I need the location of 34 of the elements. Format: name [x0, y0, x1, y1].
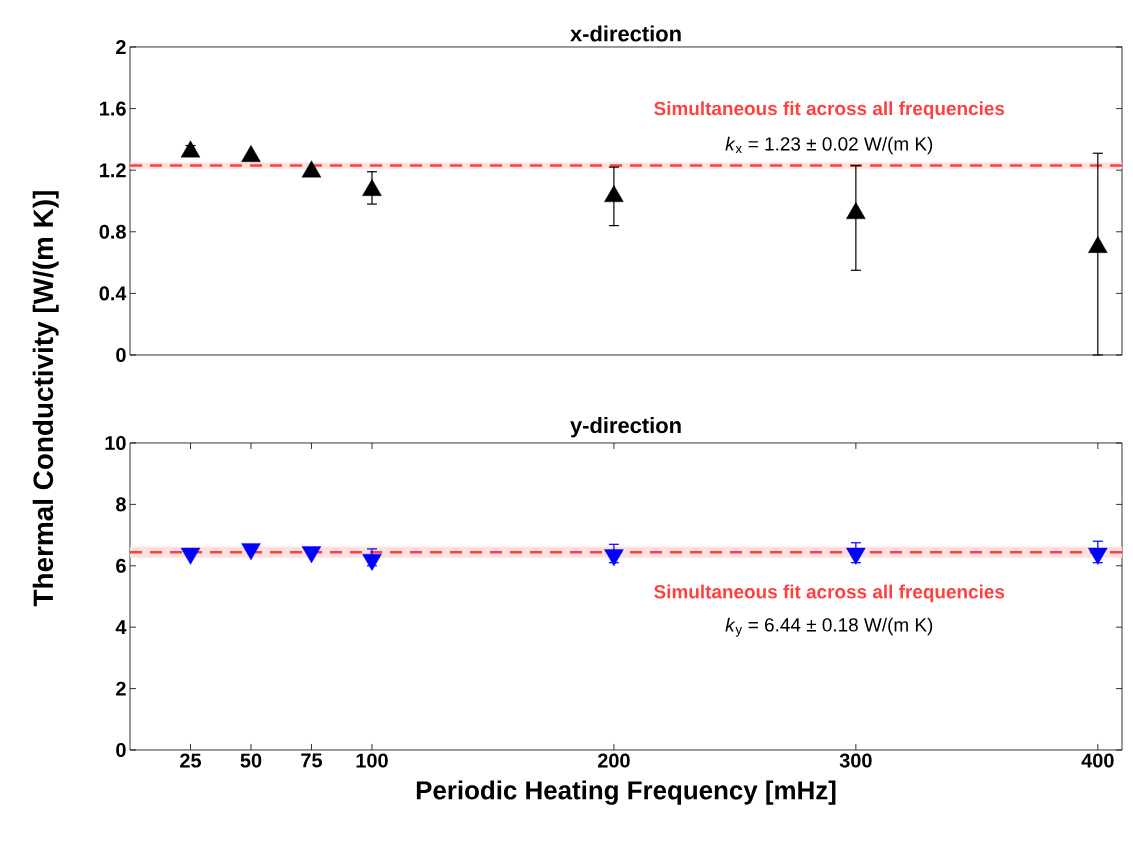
annotation: k$_{x}$ = 1.23 ± 0.02 W/(m K): [725, 136, 933, 155]
y-tick-label: 10: [105, 435, 126, 451]
ref-line-label: Simultaneous fit across all frequencies: [654, 101, 1005, 119]
y-tick-label: 0: [116, 347, 126, 363]
x-tick-label: 50: [240, 753, 262, 768]
annotation: k$_{y}$ = 6.44 ± 0.18 W/(m K): [725, 617, 933, 637]
y-tick-label: 0: [116, 742, 126, 758]
y-tick-label: 4: [115, 620, 127, 635]
point: [362, 179, 382, 196]
x-axis-title: Periodic Heating Frequency [mHz]: [416, 780, 836, 805]
ref-line-label: Simultaneous fit across all frequencies: [654, 584, 1005, 603]
point: [241, 145, 261, 163]
x-tick-label: 100: [356, 753, 388, 768]
x-tick-label: 300: [839, 753, 872, 768]
y-tick-label: 1.2: [100, 163, 126, 178]
chart-title: x-direction: [570, 25, 681, 42]
y-axis-title: Thermal Conductivity [W/(m K)]: [32, 191, 59, 607]
x-tick-label: 200: [597, 753, 630, 768]
x-tick-label: 25: [180, 753, 202, 768]
y-tick-label: 2: [116, 40, 126, 54]
x-tick-label: 400: [1081, 753, 1114, 768]
x-tick-label: 75: [301, 753, 322, 768]
point: [301, 160, 322, 178]
y-tick-label: 0.8: [99, 224, 126, 239]
point: [1088, 235, 1108, 253]
y-tick-label: 8: [116, 497, 126, 512]
chart-title: y-direction: [570, 417, 681, 438]
y-tick-label: 6: [116, 558, 126, 573]
y-tick-label: 1.6: [100, 101, 126, 116]
point: [604, 185, 624, 203]
point: [180, 140, 201, 158]
y-tick-label: 2: [116, 681, 126, 696]
point: [846, 202, 866, 219]
y-tick-label: 0.4: [99, 286, 127, 301]
